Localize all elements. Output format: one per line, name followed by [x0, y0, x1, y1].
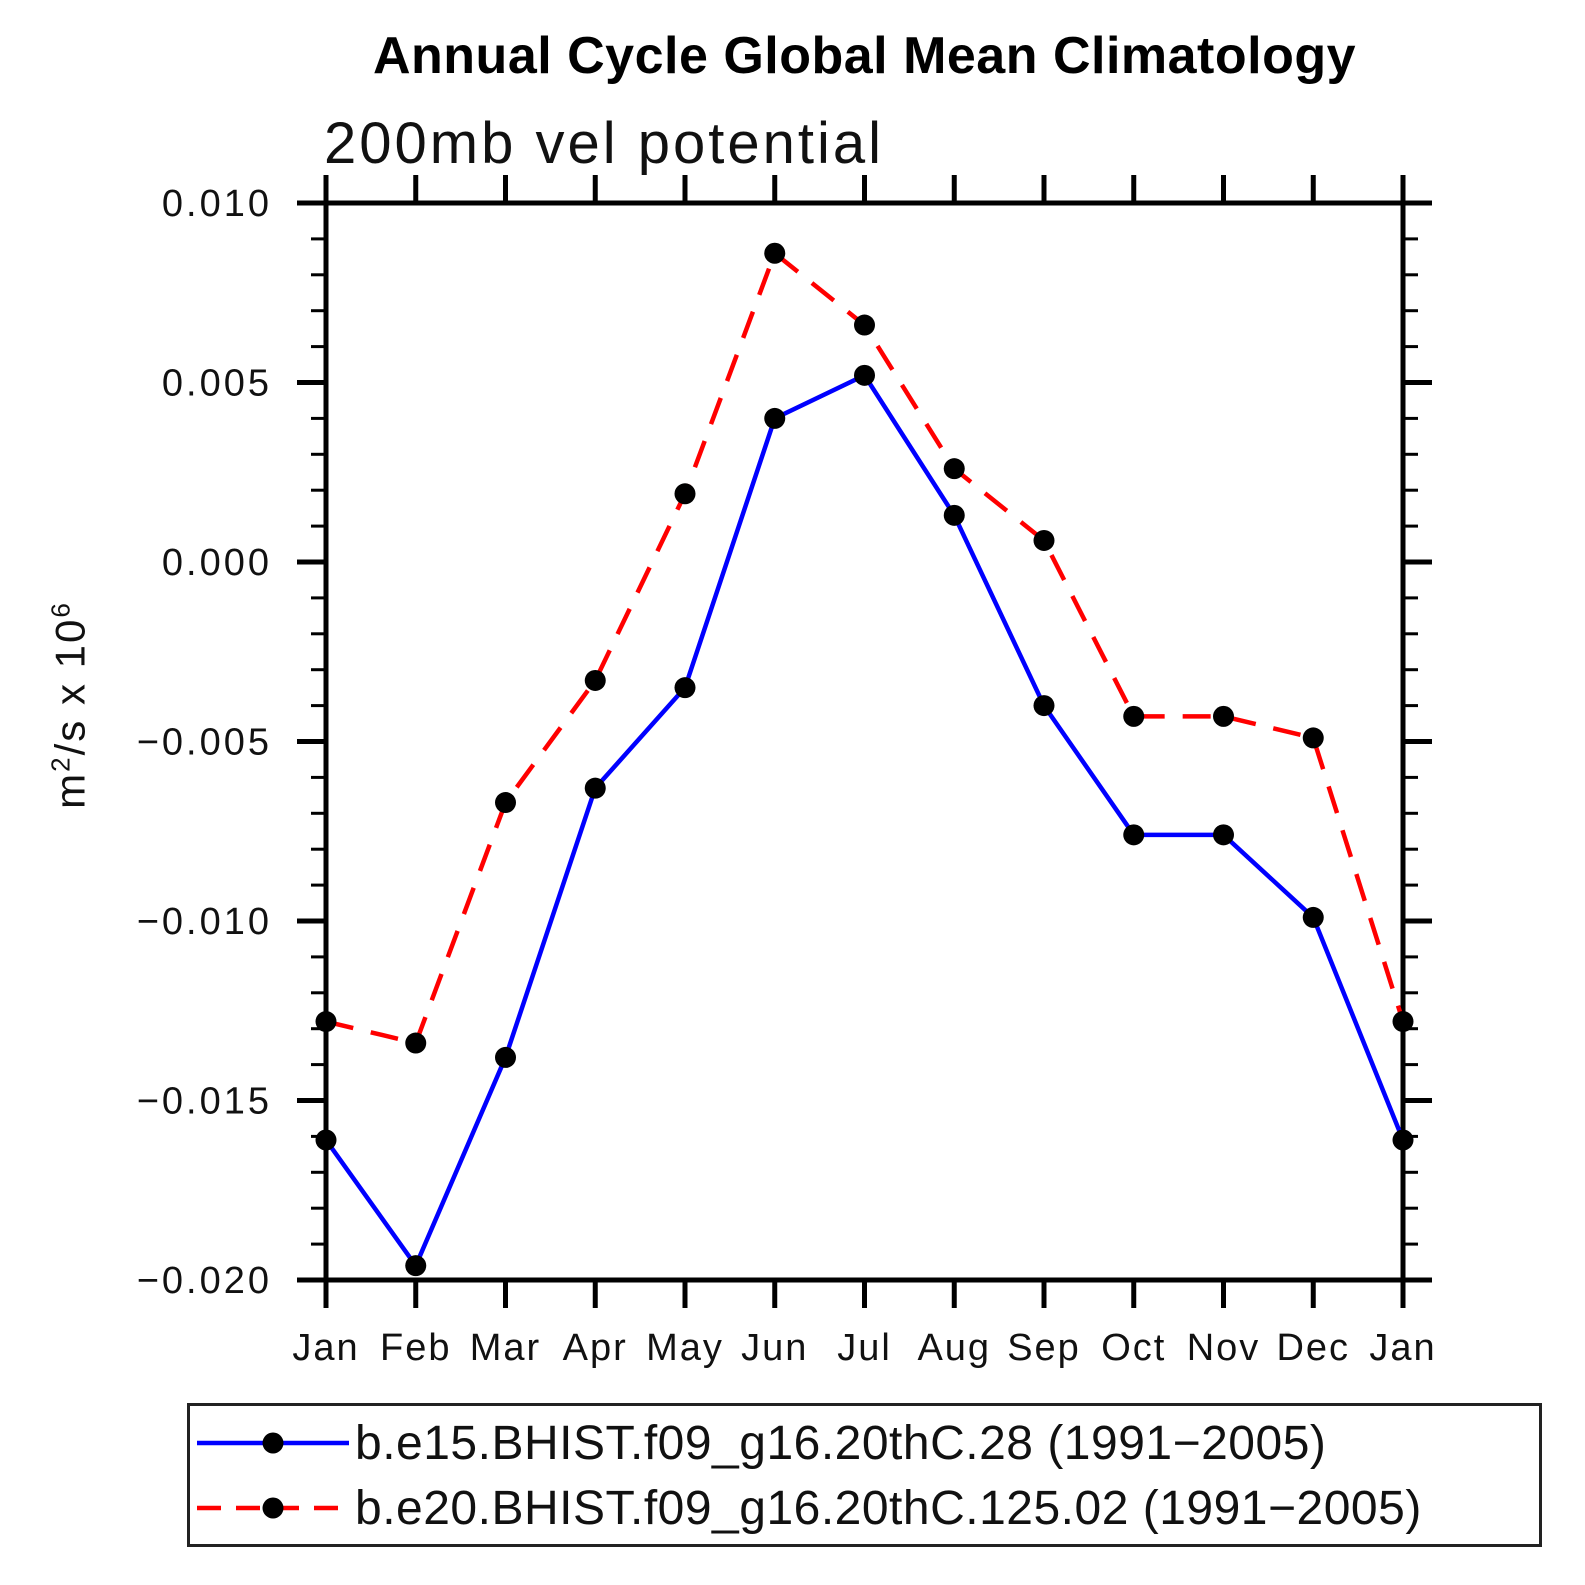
data-point-marker-1-8: [1033, 529, 1055, 551]
legend-line-sample-series-0: [197, 1432, 349, 1454]
x-axis-tick-label: Nov: [1187, 1327, 1261, 1369]
legend-label-series-1: b.e20.BHIST.f09_g16.20thC.125.02 (1991−2…: [355, 1481, 1422, 1535]
data-point-marker-0-2: [495, 1046, 516, 1068]
data-point-marker-0-0: [315, 1129, 337, 1151]
x-axis-tick-label: Sep: [1007, 1327, 1081, 1369]
x-axis-tick-label: Apr: [563, 1327, 628, 1369]
x-axis-tick-label: Feb: [380, 1327, 451, 1369]
legend-box: b.e15.BHIST.f09_g16.20thC.28 (1991−2005)…: [187, 1403, 1542, 1547]
data-point-marker-1-11: [1302, 727, 1324, 749]
series-line-0: [324, 372, 1406, 1271]
legend-marker-dot: [262, 1497, 284, 1519]
data-point-marker-0-11: [1302, 906, 1324, 928]
x-axis-tick-label: Jun: [741, 1327, 808, 1369]
y-axis-tick-label: 0.000: [162, 542, 272, 584]
data-point-marker-1-0: [315, 1011, 337, 1033]
data-point-marker-1-6: [854, 314, 875, 336]
y-axis-tick-label: −0.005: [137, 722, 272, 764]
x-axis-tick-label: Oct: [1101, 1327, 1166, 1369]
data-point-marker-0-9: [1123, 824, 1145, 846]
data-point-marker-1-10: [1213, 705, 1234, 727]
x-axis-tick-label: May: [646, 1327, 724, 1369]
legend-label-series-0: b.e15.BHIST.f09_g16.20thC.28 (1991−2005): [355, 1416, 1327, 1470]
y-axis-tick-label: −0.010: [137, 901, 272, 943]
chart-title: Annual Cycle Global Mean Climatology: [372, 27, 1357, 85]
y-axis-tick-label: −0.020: [137, 1260, 272, 1302]
legend-item: b.e20.BHIST.f09_g16.20thC.125.02 (1991−2…: [194, 1478, 1422, 1538]
data-point-marker-0-7: [943, 504, 965, 526]
data-point-marker-1-7: [943, 458, 965, 480]
data-point-marker-1-4: [674, 483, 696, 505]
data-point-marker-1-5: [764, 242, 786, 264]
data-point-marker-0-5: [764, 407, 786, 429]
legend-item: b.e15.BHIST.f09_g16.20thC.28 (1991−2005): [194, 1413, 1326, 1473]
x-axis-tick-label: Jul: [837, 1327, 892, 1369]
y-axis-tick-label: −0.015: [137, 1081, 272, 1123]
plot-frame: [323, 200, 1406, 1283]
data-point-marker-0-12: [1392, 1129, 1414, 1151]
y-axis-tick-label: 0.010: [162, 183, 272, 225]
data-point-marker-0-1: [405, 1255, 427, 1277]
data-point-marker-0-6: [854, 364, 875, 386]
legend-line-sample-series-1: [197, 1497, 349, 1519]
chart-subtitle: 200mb vel potential: [324, 111, 884, 176]
y-axis-tick-label: 0.005: [162, 363, 272, 405]
data-point-marker-0-10: [1213, 824, 1234, 846]
x-axis-tick-label: Dec: [1276, 1327, 1350, 1369]
data-point-marker-1-9: [1123, 705, 1145, 727]
data-point-marker-0-8: [1033, 695, 1055, 717]
x-axis-tick-label: Mar: [470, 1327, 541, 1369]
legend-marker-dot: [262, 1432, 284, 1454]
x-axis-tick-label: Aug: [917, 1327, 991, 1369]
data-point-marker-1-1: [405, 1032, 427, 1054]
data-point-marker-0-4: [674, 677, 696, 699]
data-point-marker-1-3: [584, 669, 606, 691]
data-point-marker-1-2: [495, 792, 516, 814]
data-point-marker-0-3: [584, 777, 606, 799]
data-point-marker-1-12: [1392, 1011, 1414, 1033]
x-axis-tick-label: Jan: [292, 1327, 359, 1369]
x-axis-tick-label: Jan: [1369, 1327, 1436, 1369]
